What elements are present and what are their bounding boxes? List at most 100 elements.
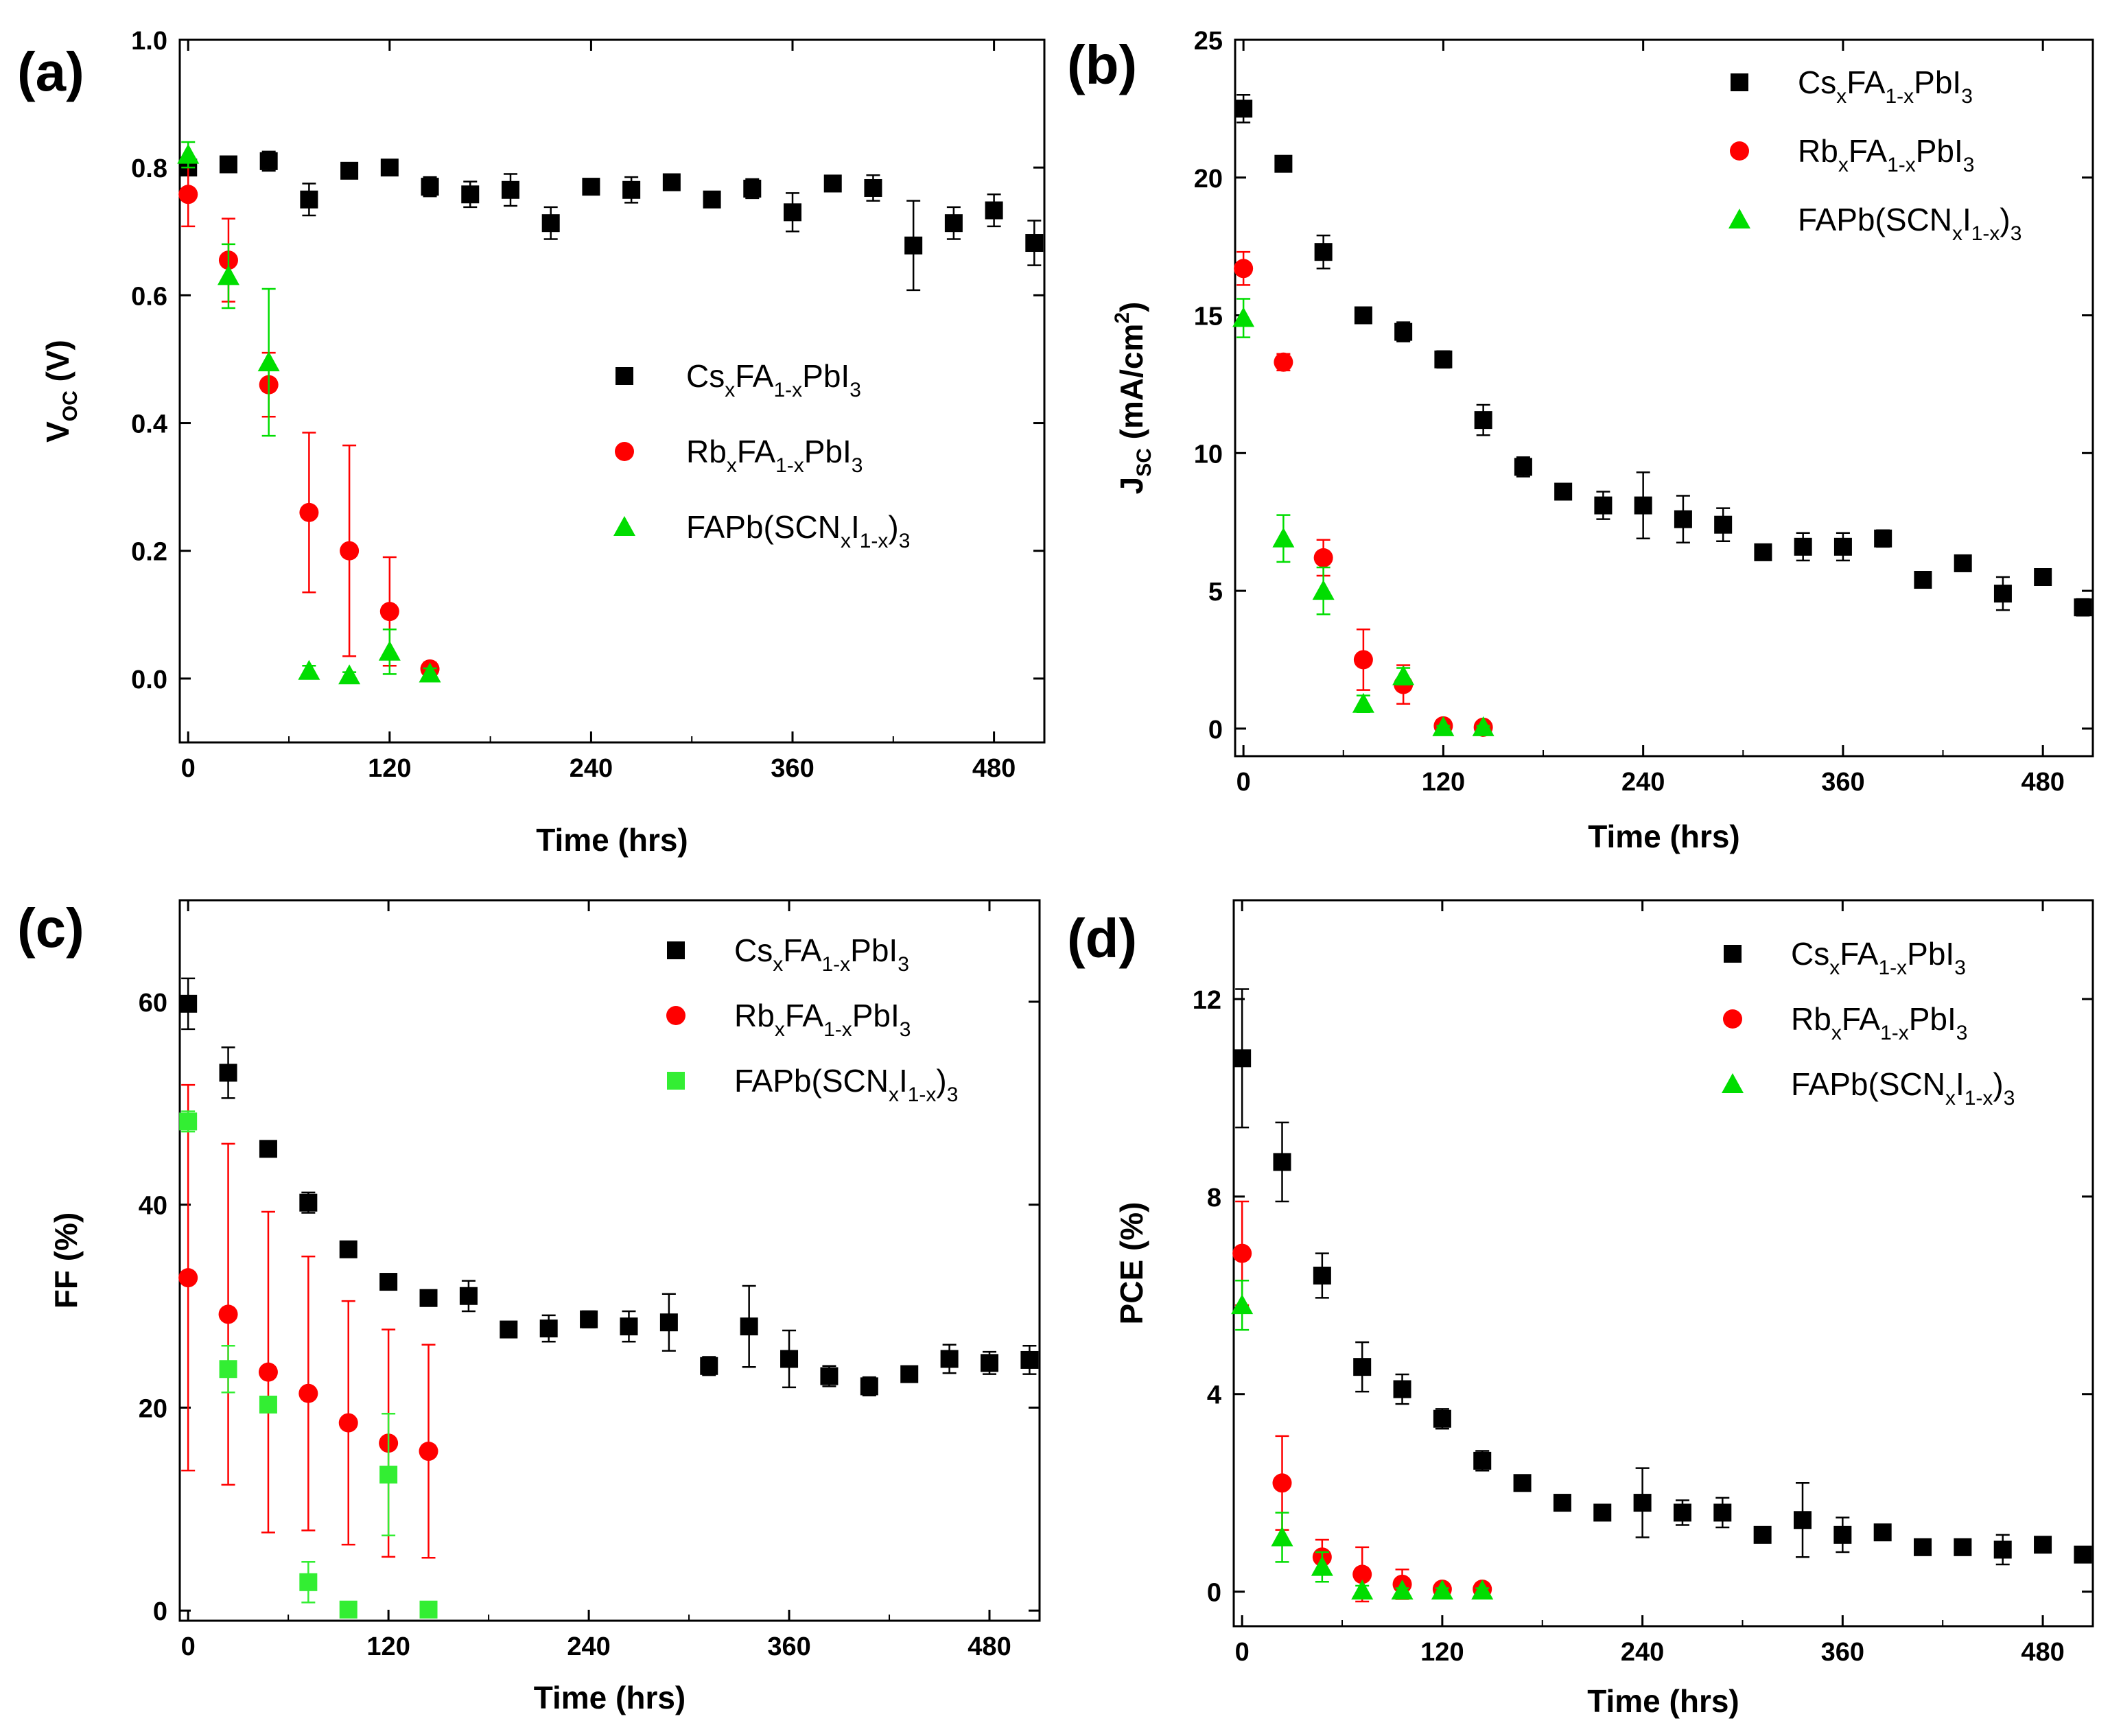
data-point — [1793, 1511, 1812, 1529]
x-tick-label: 0 — [181, 754, 196, 783]
data-point — [1514, 458, 1532, 476]
data-point — [179, 1112, 198, 1131]
data-point — [501, 180, 519, 199]
y-tick-label: 5 — [1208, 578, 1223, 607]
x-tick-label: 240 — [570, 754, 613, 783]
y-tick-label: 20 — [139, 1394, 167, 1423]
y-tick-label: 1.0 — [131, 27, 167, 56]
data-point — [299, 1573, 318, 1591]
data-point — [1312, 580, 1335, 600]
data-point — [1272, 1473, 1292, 1493]
legend-label: CsxFA1-xPbI3 — [686, 358, 861, 401]
data-point — [904, 236, 923, 255]
data-point — [299, 502, 319, 522]
data-point — [1593, 1503, 1612, 1522]
plot-frame — [1234, 38, 2094, 758]
data-point — [2074, 598, 2092, 617]
data-point — [1993, 585, 2012, 603]
legend: CsxFA1-xPbI3 RbxFA1-xPbI3 FAPb(SCNxI1-x)3 — [1728, 64, 2021, 245]
legend-label: RbxFA1-xPbI3 — [1791, 1001, 1967, 1044]
data-point — [379, 602, 399, 622]
data-point — [219, 1064, 237, 1082]
y-axis-title: VOC (V) — [40, 340, 82, 443]
data-point — [1553, 1494, 1571, 1512]
y-tick-label: 0.6 — [131, 282, 167, 311]
data-point — [1233, 1049, 1252, 1068]
data-point — [500, 1320, 518, 1339]
legend-marker — [667, 1072, 685, 1090]
series-2 — [178, 1083, 438, 1559]
legend-marker — [613, 516, 635, 536]
x-tick-label: 120 — [1422, 768, 1465, 797]
panel-label: (d) — [1067, 908, 1137, 969]
y-tick-label: 4 — [1207, 1381, 1221, 1410]
y-tick-label: 0.2 — [131, 538, 167, 567]
legend: CsxFA1-xPbI3 RbxFA1-xPbI3 FAPb(SCNxI1-x)3 — [613, 358, 910, 552]
data-point — [1313, 548, 1333, 567]
series-1 — [1234, 94, 2092, 617]
data-point — [1391, 1580, 1414, 1600]
data-point — [300, 190, 318, 209]
data-point — [1394, 322, 1413, 341]
data-point — [379, 1273, 398, 1291]
data-point — [461, 185, 480, 204]
data-point — [1274, 352, 1293, 372]
data-point — [659, 1313, 678, 1332]
data-point — [662, 173, 681, 191]
data-point — [257, 351, 280, 372]
series-2 — [1232, 1200, 1492, 1603]
data-point — [1513, 1474, 1532, 1492]
data-point — [1272, 527, 1295, 548]
y-tick-label: 60 — [139, 989, 167, 1018]
y-tick-label: 8 — [1207, 1184, 1221, 1212]
legend-label: FAPb(SCNxI1-x)3 — [734, 1063, 958, 1106]
x-tick-label: 0 — [1236, 768, 1251, 797]
data-point — [1714, 515, 1733, 534]
data-point — [981, 1354, 999, 1372]
data-point — [620, 1317, 638, 1336]
legend: CsxFA1-xPbI3 RbxFA1-xPbI3 FAPb(SCNxI1-x)3 — [666, 932, 958, 1106]
series-1 — [179, 977, 1039, 1396]
data-point — [1352, 1564, 1372, 1584]
legend-label: CsxFA1-xPbI3 — [1798, 64, 1973, 108]
data-point — [539, 1319, 558, 1338]
legend-marker — [1730, 141, 1749, 161]
data-point — [298, 659, 320, 680]
y-tick-label: 0.4 — [131, 410, 167, 439]
data-point — [298, 1383, 318, 1403]
data-point — [1271, 1526, 1293, 1547]
panel-c: (c) 0 120 240 360 480 0 20 40 60 Time (hrs) FF (%) C… — [17, 898, 1041, 1715]
data-point — [419, 1442, 438, 1462]
data-point — [1232, 1243, 1252, 1263]
x-tick-label: 0 — [181, 1632, 196, 1661]
data-point — [259, 1140, 277, 1158]
data-point — [2034, 568, 2052, 586]
series-1 — [179, 150, 1044, 292]
data-point — [1314, 243, 1333, 261]
data-point — [1954, 1538, 1972, 1556]
legend-label: CsxFA1-xPbI3 — [1791, 936, 1966, 979]
series-3 — [1232, 298, 1494, 736]
x-tick-label: 240 — [1621, 768, 1665, 797]
data-point — [421, 178, 439, 196]
data-point — [1020, 1350, 1039, 1369]
data-point — [820, 1367, 839, 1385]
data-point — [177, 143, 200, 164]
data-point — [1352, 692, 1374, 713]
data-point — [1754, 543, 1772, 561]
legend-label: RbxFA1-xPbI3 — [734, 998, 911, 1041]
data-point — [1874, 529, 1892, 548]
data-point — [1472, 716, 1494, 736]
data-point — [743, 179, 762, 198]
data-point — [179, 994, 198, 1013]
x-tick-label: 480 — [968, 1632, 1011, 1661]
x-tick-label: 240 — [567, 1632, 610, 1661]
data-point — [1234, 99, 1253, 118]
data-point — [419, 662, 441, 683]
series-3 — [179, 1110, 438, 1619]
data-point — [1353, 1358, 1372, 1376]
data-point — [1313, 1266, 1331, 1285]
data-point — [1914, 1538, 1932, 1556]
data-point — [2034, 1536, 2052, 1554]
y-tick-label: 0 — [1208, 716, 1223, 744]
